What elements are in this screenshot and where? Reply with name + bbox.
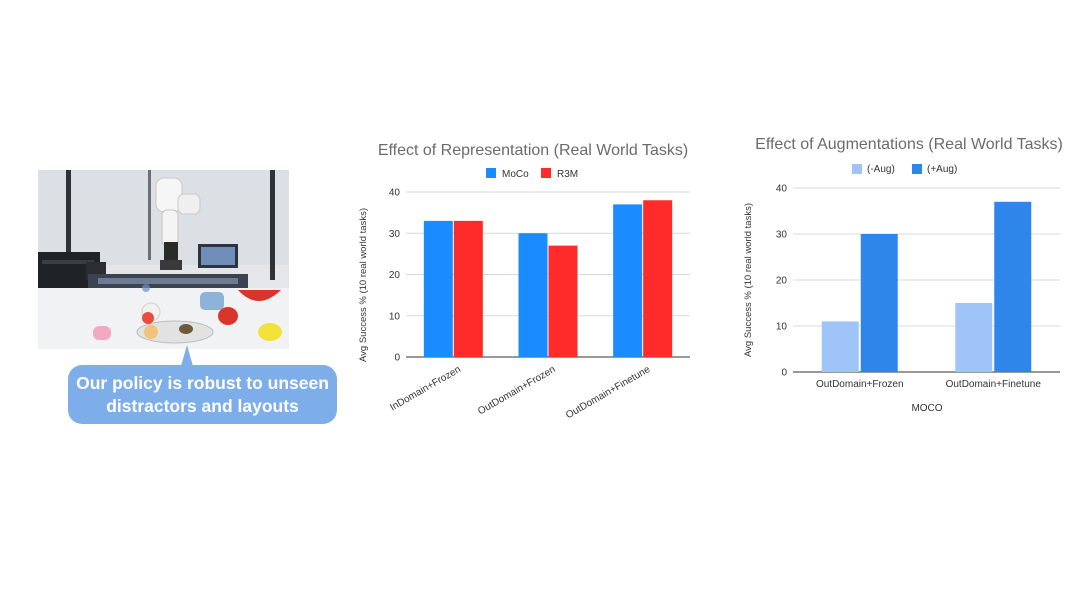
- bars: [821, 201, 1032, 372]
- callout-box: Our policy is robust to unseen distracto…: [68, 365, 337, 424]
- legend: MoCo R3M: [486, 168, 578, 180]
- legend-label-r3m: R3M: [557, 169, 578, 180]
- legend-swatch-plus-aug: [912, 164, 922, 174]
- x-tick-labels: OutDomain+Frozen OutDomain+Finetune: [816, 379, 1041, 390]
- legend-label-moco: MoCo: [502, 169, 529, 180]
- y-tick-label: 30: [776, 230, 788, 241]
- x-axis-label: MOCO: [911, 403, 942, 414]
- legend-label-plus-aug: (+Aug): [927, 164, 957, 175]
- augmentations-chart-svg: Effect of Augmentations (Real World Task…: [743, 136, 1063, 414]
- y-tick-label: 20: [776, 276, 788, 287]
- legend-swatch-moco: [486, 168, 496, 178]
- x-tick-label: OutDomain+Finetune: [946, 379, 1042, 390]
- bar-r3m-1: [548, 245, 578, 357]
- legend: (-Aug) (+Aug): [852, 164, 957, 175]
- representation-chart-svg: Effect of Representation (Real World Tas…: [358, 142, 690, 421]
- bars: [423, 200, 673, 357]
- legend-label-minus-aug: (-Aug): [867, 164, 895, 175]
- chart-title: Effect of Representation (Real World Tas…: [378, 142, 688, 159]
- bar-moco-0: [423, 220, 453, 357]
- gridlines: [406, 191, 690, 358]
- bar-aug-1: [955, 303, 993, 372]
- y-axis-label: Avg Success % (10 real world tasks): [358, 208, 369, 362]
- chart-augmentations: Effect of Augmentations (Real World Task…: [735, 130, 1075, 430]
- chart-representation: Effect of Representation (Real World Tas…: [352, 130, 702, 430]
- x-tick-label: OutDomain+Finetune: [564, 364, 652, 421]
- x-tick-label: InDomain+Frozen: [388, 364, 463, 413]
- y-tick-label: 40: [389, 188, 401, 199]
- x-tick-label: OutDomain+Frozen: [476, 364, 557, 417]
- y-tick-label: 20: [389, 270, 401, 281]
- callout-pointer: [181, 345, 193, 366]
- bar-moco-2: [613, 204, 643, 357]
- y-axis-label: Avg Success % (10 real world tasks): [743, 203, 754, 357]
- y-tick-label: 40: [776, 184, 788, 195]
- bar-aug-0: [821, 321, 859, 372]
- callout-text: Our policy is robust to unseen distracto…: [76, 372, 329, 416]
- y-tick-label: 10: [389, 311, 401, 322]
- legend-swatch-minus-aug: [852, 164, 862, 174]
- robot-scene-illustration: [38, 170, 289, 349]
- legend-swatch-r3m: [541, 168, 551, 178]
- x-tick-labels: InDomain+Frozen OutDomain+Frozen OutDomain…: [388, 364, 652, 421]
- bar-aug-1: [994, 201, 1032, 372]
- bar-r3m-0: [453, 220, 483, 357]
- y-ticks: 0 10 20 30 40: [776, 184, 788, 379]
- bar-r3m-2: [643, 200, 673, 357]
- y-tick-label: 0: [394, 353, 400, 364]
- bar-aug-0: [860, 234, 898, 372]
- x-tick-label: OutDomain+Frozen: [816, 379, 904, 390]
- y-tick-label: 10: [776, 322, 788, 333]
- bar-moco-1: [518, 233, 548, 357]
- y-tick-label: 30: [389, 229, 401, 240]
- y-ticks: 0 10 20 30 40: [389, 188, 401, 364]
- chart-title: Effect of Augmentations (Real World Task…: [755, 136, 1063, 153]
- robot-scene-photo: [38, 170, 289, 349]
- y-tick-label: 0: [781, 368, 787, 379]
